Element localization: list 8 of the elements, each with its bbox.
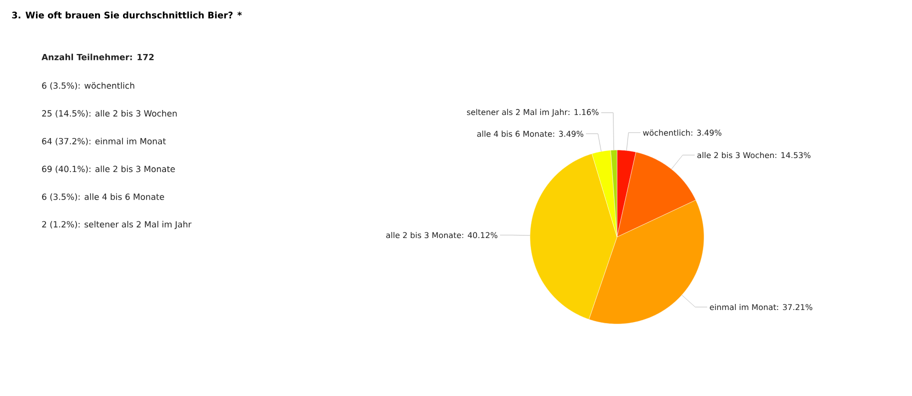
text: 3. Wie oft brauen Sie durchschnittlich Bier? * [12, 12, 242, 18]
text: 6 (3.5%): alle 4 bis 6 Monate [42, 193, 164, 201]
text: 69 (40.1%): alle 2 bis 3 Monate [42, 166, 175, 174]
text: 6 (3.5%): wöchentlich [42, 82, 134, 90]
text: Anzahl Teilnehmer: 172 [42, 54, 154, 60]
text: 25 (14.5%): alle 2 bis 3 Wochen [42, 110, 177, 118]
text: 2 (1.2%): seltener als 2 Mal im Jahr [42, 220, 192, 230]
text: 64 (37.2%): einmal im Monat [42, 138, 166, 146]
